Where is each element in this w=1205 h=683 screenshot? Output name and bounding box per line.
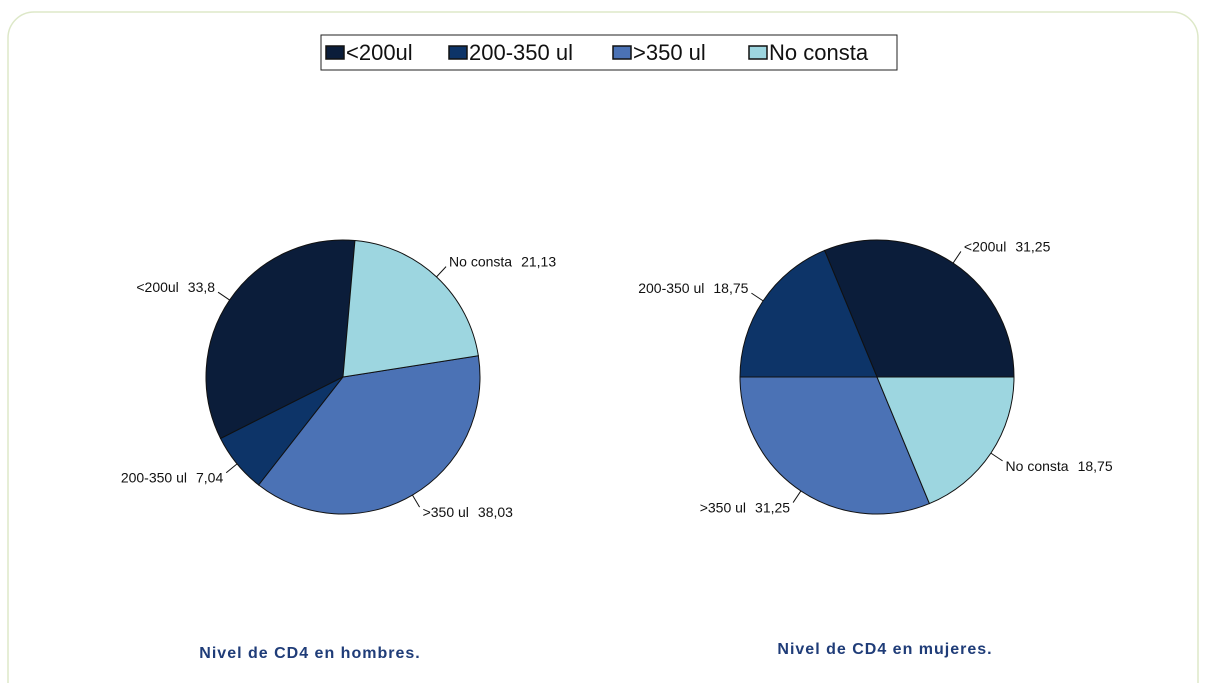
- data-label-value: 18,75: [713, 280, 748, 296]
- chart-title: Nivel de CD4 en hombres.: [199, 645, 420, 662]
- leader-line: [990, 452, 1003, 462]
- data-label: 200-350 ul 7,04: [121, 469, 224, 485]
- data-label-category: No consta: [449, 253, 512, 269]
- data-label: <200ul 31,25: [964, 238, 1051, 254]
- leader-line: [952, 251, 962, 264]
- leader-line: [751, 292, 764, 302]
- data-label-category: >350 ul: [423, 504, 469, 520]
- frame: [7, 11, 1199, 683]
- leader-line: [792, 490, 802, 503]
- legend-label: No consta: [769, 40, 869, 65]
- data-label: No consta 18,75: [1006, 458, 1113, 474]
- data-label-value: 38,03: [478, 504, 513, 520]
- data-label-category: 200-350 ul: [121, 469, 187, 485]
- data-label-category: No consta: [1006, 458, 1069, 474]
- legend-label: <200ul: [346, 40, 413, 65]
- data-label-value: 33,8: [188, 279, 215, 295]
- legend-swatch: [448, 45, 468, 60]
- data-label-category: <200ul: [136, 279, 178, 295]
- chart-title: Nivel de CD4 en mujeres.: [777, 641, 992, 658]
- legend-swatch: [325, 45, 345, 60]
- data-label-value: 18,75: [1078, 458, 1113, 474]
- legend-box: [320, 34, 898, 71]
- legend-swatch: [612, 45, 632, 60]
- data-label: >350 ul 38,03: [423, 504, 514, 520]
- leader-line: [217, 291, 230, 301]
- legend-label: >350 ul: [633, 40, 706, 65]
- data-label-value: 7,04: [196, 469, 223, 485]
- data-label-value: 21,13: [521, 253, 556, 269]
- pie-slice: [739, 249, 878, 378]
- legend-swatch: [748, 45, 768, 60]
- data-label-category: 200-350 ul: [638, 280, 704, 296]
- pie-slice: [342, 239, 479, 378]
- leader-line: [412, 494, 421, 508]
- pie-slice: [205, 239, 356, 440]
- data-label-value: 31,25: [755, 499, 790, 515]
- leader-line: [225, 463, 238, 474]
- data-label: No consta 21,13: [449, 253, 556, 269]
- data-label-value: 31,25: [1015, 238, 1050, 254]
- legend-label: 200-350 ul: [469, 40, 573, 65]
- data-label-category: >350 ul: [700, 499, 746, 515]
- data-label: <200ul 33,8: [136, 279, 215, 295]
- leader-line: [436, 266, 447, 278]
- data-label-category: <200ul: [964, 238, 1006, 254]
- data-label: >350 ul 31,25: [700, 499, 791, 515]
- pie-slice: [876, 376, 1015, 505]
- data-label: 200-350 ul 18,75: [638, 280, 748, 296]
